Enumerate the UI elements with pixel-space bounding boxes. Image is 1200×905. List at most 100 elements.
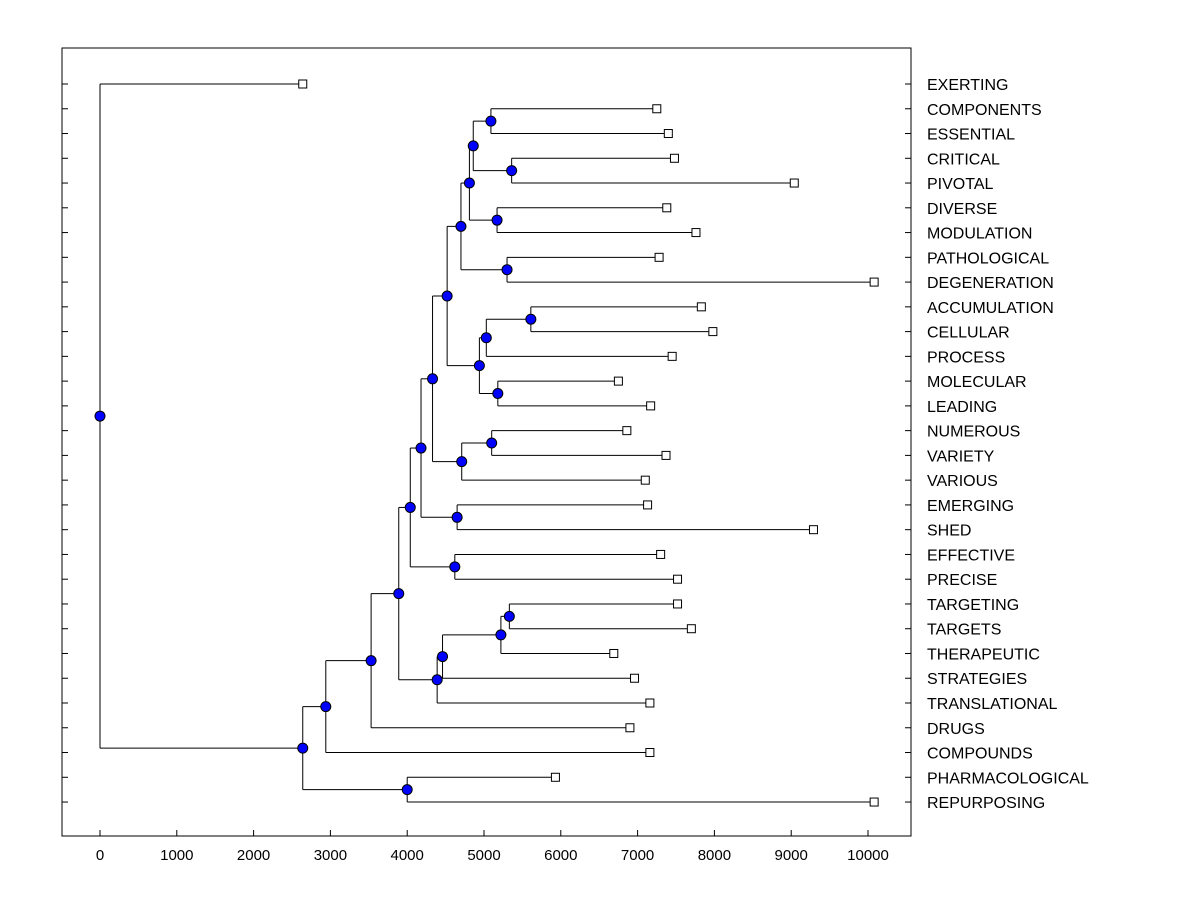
- leaf-marker: [667, 351, 677, 361]
- leaf-label: DIVERSE: [927, 201, 997, 218]
- leaf-label: VARIOUS: [927, 473, 998, 490]
- leaf-marker: [645, 748, 655, 758]
- cluster-node: [503, 610, 515, 622]
- leaf-marker: [630, 673, 640, 683]
- leaf-marker: [686, 624, 696, 634]
- leaf-marker: [640, 475, 650, 485]
- cluster-node: [393, 588, 405, 600]
- cluster-node: [415, 442, 427, 454]
- cluster-node: [485, 115, 497, 127]
- cluster-node: [456, 456, 468, 468]
- leaf-marker: [654, 252, 664, 262]
- x-tick-label: 1000: [160, 847, 193, 864]
- leaf-marker: [298, 79, 308, 89]
- cluster-node: [525, 313, 537, 325]
- x-tick-label: 6000: [544, 847, 577, 864]
- leaf-marker: [691, 228, 701, 238]
- cluster-node: [463, 177, 475, 189]
- leaf-label: PIVOTAL: [927, 176, 993, 193]
- leaf-marker: [622, 426, 632, 436]
- leaf-label: NUMEROUS: [927, 424, 1020, 441]
- leaf-label: LEADING: [927, 399, 997, 416]
- leaf-label: DEGENERATION: [927, 275, 1054, 292]
- leaf-label: DRUGS: [927, 721, 985, 738]
- x-tick-label: 5000: [467, 847, 500, 864]
- leaf-label: COMPONENTS: [927, 102, 1042, 119]
- dendrogram-links: [99, 83, 875, 803]
- x-tick-label: 2000: [237, 847, 270, 864]
- cluster-node: [449, 561, 461, 573]
- x-tick-label: 8000: [698, 847, 731, 864]
- leaf-label: ACCUMULATION: [927, 300, 1054, 317]
- leaf-marker: [869, 277, 879, 287]
- x-tick-label: 9000: [775, 847, 808, 864]
- leaf-label: PROCESS: [927, 349, 1005, 366]
- leaf-label: COMPOUNDS: [927, 746, 1033, 763]
- leaf-marker: [663, 129, 673, 139]
- leaf-markers: [298, 79, 879, 807]
- cluster-node: [486, 437, 498, 449]
- leaf-marker: [646, 401, 656, 411]
- leaf-label: CRITICAL: [927, 151, 1000, 168]
- x-tick-label: 10000: [847, 847, 889, 864]
- leaf-marker: [652, 104, 662, 114]
- leaf-marker: [609, 648, 619, 658]
- leaf-marker: [656, 549, 666, 559]
- x-tick-label: 3000: [314, 847, 347, 864]
- leaf-label: STRATEGIES: [927, 671, 1027, 688]
- cluster-node: [437, 651, 449, 663]
- x-tick-label: 4000: [391, 847, 424, 864]
- leaf-marker: [673, 574, 683, 584]
- leaf-label: EFFECTIVE: [927, 547, 1015, 564]
- leaf-marker: [808, 525, 818, 535]
- cluster-node: [467, 140, 479, 152]
- cluster-node: [365, 655, 377, 667]
- x-tick-label: 7000: [621, 847, 654, 864]
- leaf-label: EXERTING: [927, 77, 1009, 94]
- cluster-node: [492, 388, 504, 399]
- cluster-node: [455, 220, 467, 232]
- cluster-node: [506, 165, 518, 177]
- leaf-marker: [661, 450, 671, 460]
- cluster-node: [491, 214, 503, 226]
- leaf-label: EMERGING: [927, 498, 1014, 515]
- cluster-node: [94, 410, 106, 422]
- leaf-marker: [869, 797, 879, 807]
- leaf-label: VARIETY: [927, 448, 995, 465]
- cluster-node: [320, 701, 332, 713]
- leaf-marker: [643, 500, 653, 510]
- cluster-node: [401, 784, 413, 796]
- leaf-marker: [645, 698, 655, 708]
- axis-ticks: 0 1000 2000 3000 4000 5000 6000 7000 8000 9000 100…: [62, 83, 911, 864]
- leaf-marker: [696, 302, 706, 312]
- cluster-node: [501, 264, 513, 276]
- leaf-label: SHED: [927, 523, 971, 540]
- leaf-marker: [789, 178, 799, 188]
- leaf-label: PATHOLOGICAL: [927, 250, 1049, 267]
- cluster-node: [473, 360, 485, 372]
- leaf-label: PRECISE: [927, 572, 997, 589]
- x-tick-label: 0: [96, 847, 104, 864]
- leaf-label: TARGETS: [927, 622, 1001, 639]
- leaf-marker: [662, 203, 672, 213]
- leaf-label: CELLULAR: [927, 325, 1010, 342]
- leaf-marker: [625, 723, 635, 733]
- leaf-marker: [550, 772, 560, 782]
- leaf-marker: [669, 153, 679, 163]
- leaf-label: PHARMACOLOGICAL: [927, 770, 1089, 787]
- cluster-node: [404, 501, 416, 513]
- leaf-label: REPURPOSING: [927, 795, 1045, 812]
- cluster-node: [431, 674, 443, 686]
- leaf-label: TRANSLATIONAL: [927, 696, 1058, 713]
- cluster-node: [495, 629, 507, 641]
- cluster-node: [480, 332, 492, 344]
- leaf-label: THERAPEUTIC: [927, 646, 1040, 663]
- leaf-marker: [708, 327, 718, 337]
- cluster-node: [297, 742, 309, 754]
- leaf-marker: [613, 376, 623, 386]
- leaf-label: TARGETING: [927, 597, 1019, 614]
- cluster-node: [441, 290, 453, 302]
- cluster-node: [427, 373, 439, 385]
